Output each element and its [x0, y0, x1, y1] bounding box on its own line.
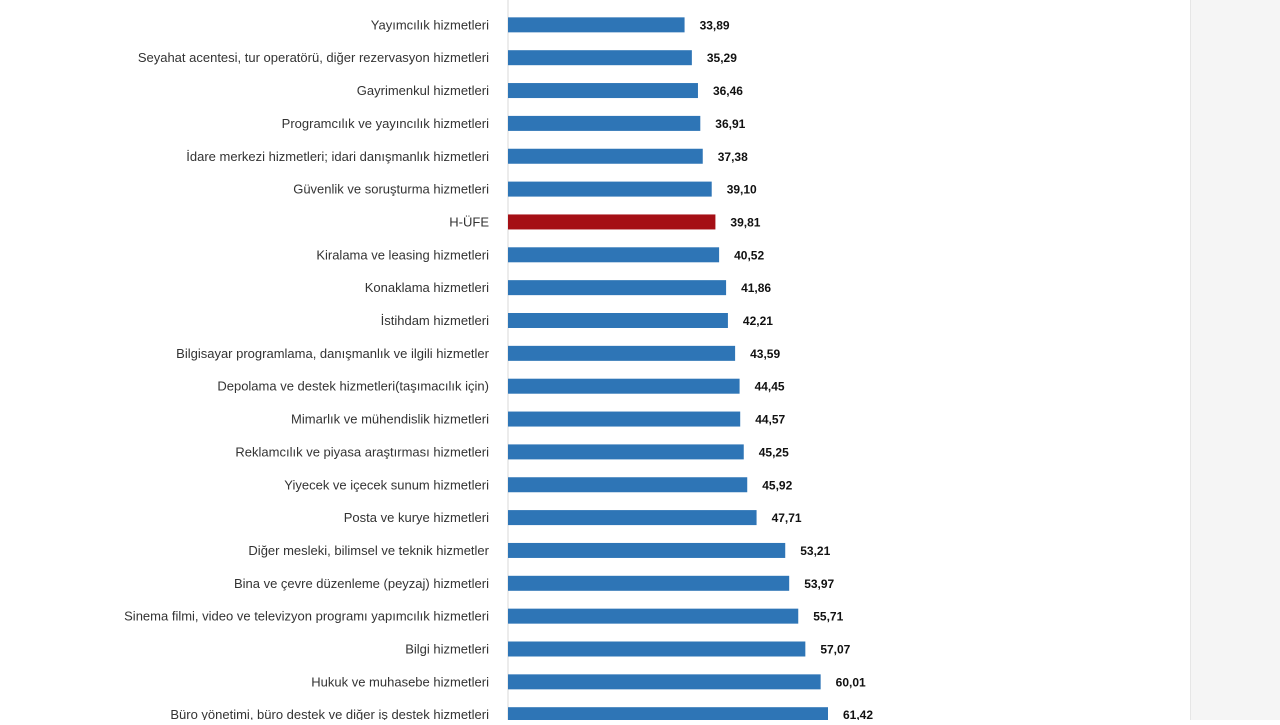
category-label-6: Güvenlik ve soruşturma hizmetleri	[293, 182, 489, 197]
value-label-8: 40,52	[734, 248, 764, 262]
value-label-11: 43,59	[750, 347, 780, 361]
value-label-2: 35,29	[707, 51, 737, 65]
value-label-17: 53,21	[800, 544, 830, 558]
category-label-16: Posta ve kurye hizmetleri	[344, 510, 489, 525]
value-label-6: 39,10	[727, 183, 757, 197]
value-label-3: 36,46	[713, 84, 743, 98]
value-label-13: 44,57	[755, 413, 785, 427]
category-label-3: Gayrimenkul hizmetleri	[357, 83, 489, 98]
category-label-8: Kiralama ve leasing hizmetleri	[316, 247, 489, 262]
bar-chart: Yayımcılık hizmetleri 33,89 Seyahat acente…	[124, 0, 873, 723]
bar-6	[508, 181, 712, 197]
bar-10	[508, 313, 728, 328]
category-label-17: Diğer mesleki, bilimsel ve teknik hizmet…	[248, 543, 489, 558]
bar-4	[508, 115, 701, 131]
category-label-5: İdare merkezi hizmetleri; idari danışman…	[186, 149, 489, 164]
bar-19	[508, 608, 799, 624]
bar-3	[508, 83, 698, 99]
category-label-4: Programcılık ve yayıncılık hizmetleri	[282, 116, 489, 131]
value-label-22: 61,42	[843, 708, 873, 720]
bar-15	[508, 477, 748, 493]
category-label-15: Yiyecek ve içecek sunum hizmetleri	[284, 477, 489, 492]
category-label-20: Bilgi hizmetleri	[405, 642, 489, 657]
category-label-22: Büro yönetimi, büro destek ve diğer iş d…	[170, 707, 489, 720]
category-label-10: İstihdam hizmetleri	[381, 313, 489, 328]
value-label-18: 53,97	[804, 577, 834, 591]
bar-5	[508, 148, 703, 164]
bar-16	[508, 510, 757, 526]
value-label-19: 55,71	[813, 610, 843, 624]
category-label-14: Reklamcılık ve piyasa araştırması hizmet…	[235, 444, 489, 459]
bar-22	[508, 707, 828, 723]
bar-21	[508, 674, 821, 690]
category-label-21: Hukuk ve muhasebe hizmetleri	[311, 674, 489, 689]
bar-7	[508, 214, 716, 230]
category-label-19: Sinema filmi, video ve televizyon progra…	[124, 609, 489, 624]
category-label-1: Yayımcılık hizmetleri	[371, 17, 489, 32]
value-label-10: 42,21	[743, 314, 773, 328]
category-label-18: Bina ve çevre düzenleme (peyzaj) hizmetl…	[234, 576, 489, 591]
bar-14	[508, 444, 744, 460]
value-label-21: 60,01	[836, 675, 866, 689]
category-label-12: Depolama ve destek hizmetleri(taşımacılı…	[217, 379, 489, 394]
value-label-9: 41,86	[741, 281, 771, 295]
category-label-9: Konaklama hizmetleri	[365, 280, 489, 295]
bars-layer: Yayımcılık hizmetleri 33,89 Seyahat acente…	[124, 17, 873, 723]
bar-1	[508, 17, 685, 33]
value-label-12: 44,45	[755, 380, 785, 394]
bar-chart-svg: Yayımcılık hizmetleri 33,89 Seyahat acente…	[124, 0, 873, 723]
bar-13	[508, 411, 741, 427]
bar-20	[508, 641, 806, 657]
category-label-13: Mimarlık ve mühendislik hizmetleri	[291, 412, 489, 427]
value-label-15: 45,92	[762, 478, 792, 492]
bar-12	[508, 378, 740, 394]
bar-17	[508, 542, 786, 558]
value-label-7: 39,81	[730, 215, 760, 229]
value-label-5: 37,38	[718, 150, 748, 164]
value-label-14: 45,25	[759, 445, 789, 459]
decorative-side-pattern	[1190, 0, 1280, 720]
bar-2	[508, 50, 692, 66]
bar-18	[508, 575, 790, 591]
bar-11	[508, 345, 736, 361]
bar-9	[508, 280, 727, 296]
category-label-2: Seyahat acentesi, tur operatörü, diğer r…	[138, 50, 489, 65]
category-label-11: Bilgisayar programlama, danışmanlık ve i…	[176, 346, 490, 361]
value-label-20: 57,07	[820, 643, 850, 657]
value-label-4: 36,91	[715, 117, 745, 131]
category-label-7: H-ÜFE	[449, 214, 489, 229]
bar-8	[508, 247, 720, 263]
value-label-16: 47,71	[772, 511, 802, 525]
value-label-1: 33,89	[700, 18, 730, 32]
